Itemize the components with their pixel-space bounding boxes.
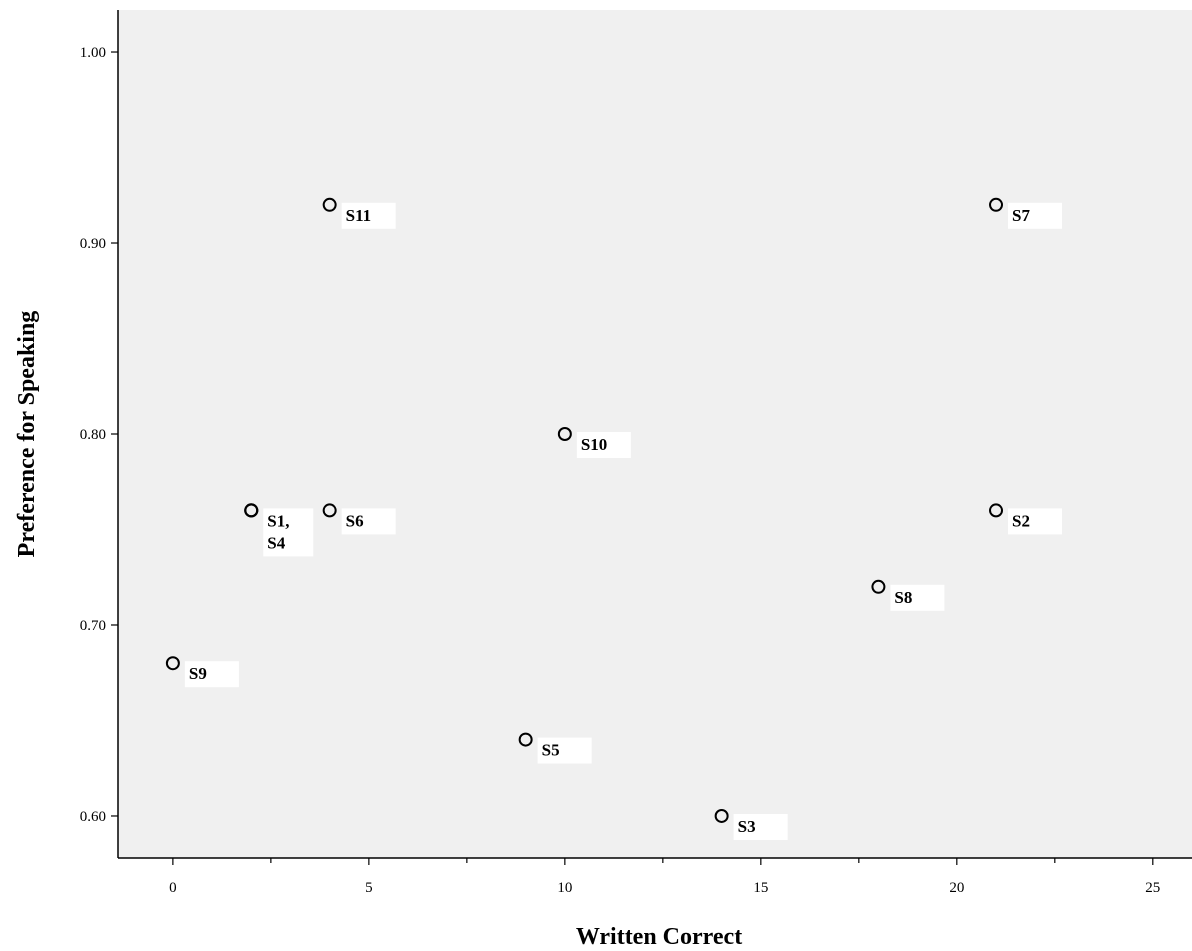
- point-label: S5: [542, 741, 560, 760]
- scatter-point: [244, 503, 259, 518]
- x-tick-label: 20: [949, 880, 964, 896]
- scatter-point-group: S9: [165, 656, 239, 688]
- point-label-background: [341, 508, 396, 535]
- y-tick-label: 0.90: [80, 236, 106, 252]
- x-tick-label: 0: [169, 880, 177, 896]
- scatter-point-group: S11: [322, 197, 396, 229]
- point-label-background: [341, 202, 396, 229]
- y-tick-label: 0.70: [80, 618, 106, 634]
- scatter-point: [165, 656, 180, 671]
- scatter-point: [322, 503, 337, 518]
- point-label: S1,: [267, 511, 289, 530]
- scatter-point-group: S5: [518, 732, 592, 764]
- point-label-background: [263, 508, 314, 557]
- x-axis-ticks: 0 5 10 15 20 25: [169, 858, 1160, 896]
- point-label: S10: [581, 435, 607, 454]
- plot-area: [118, 10, 1192, 858]
- scatter-point-group: S7: [989, 197, 1063, 229]
- point-label: S4: [267, 533, 285, 552]
- point-label-background: [1008, 202, 1063, 229]
- scatter-point-group: S6: [322, 503, 396, 535]
- scatter-point-group: S8: [871, 579, 945, 611]
- point-label: S11: [346, 206, 372, 225]
- point-label-background: [537, 737, 592, 764]
- y-tick-label: 0.60: [80, 809, 106, 825]
- point-label: S2: [1012, 511, 1030, 530]
- scatter-point-group: S10: [557, 427, 631, 458]
- scatter-point: [518, 732, 533, 747]
- point-label: S6: [346, 511, 364, 530]
- scatter-point: [557, 427, 572, 441]
- point-label-background: [576, 432, 631, 458]
- x-axis-title: Written Correct: [576, 924, 742, 950]
- point-label-background: [1008, 508, 1063, 535]
- x-tick-label: 10: [557, 880, 572, 896]
- point-label-background: [733, 813, 788, 840]
- scatter-point: [322, 197, 337, 212]
- scatter-point: [714, 808, 729, 823]
- scatter-point: [989, 197, 1004, 212]
- y-axis-title: Preference for Speaking: [14, 311, 40, 558]
- x-tick-label: 25: [1145, 880, 1160, 896]
- scatter-point-group: S2: [989, 503, 1063, 535]
- y-tick-label: 0.80: [80, 427, 106, 443]
- point-label-background: [890, 584, 945, 611]
- point-label: S3: [738, 817, 756, 836]
- point-label: S8: [894, 588, 912, 607]
- scatter-point: [871, 579, 886, 594]
- point-label: S7: [1012, 206, 1030, 225]
- scatter-point-group: S1,S4: [244, 503, 314, 557]
- y-axis-ticks: 0.60 0.70 0.80 0.90 1.00: [80, 45, 118, 825]
- x-tick-label: 5: [365, 880, 373, 896]
- y-tick-label: 1.00: [80, 45, 106, 61]
- scatter-point-group: S3: [714, 808, 788, 840]
- x-tick-label: 15: [753, 880, 768, 896]
- point-label: S9: [189, 664, 207, 683]
- scatter-point: [989, 503, 1004, 518]
- point-label-background: [184, 661, 239, 688]
